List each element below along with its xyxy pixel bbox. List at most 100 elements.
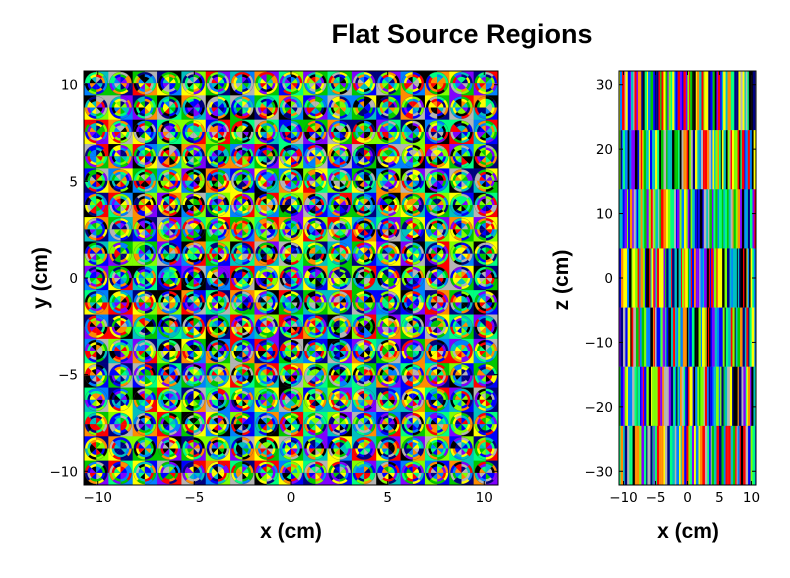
fuel-sector (96, 76, 101, 84)
pin-cell (254, 71, 280, 96)
fuel-sector (335, 156, 340, 163)
fuel-sector (211, 156, 218, 161)
fuel-sector (187, 151, 194, 157)
pin-cell (157, 168, 182, 193)
fuel-sector (339, 83, 345, 90)
pin-cell (132, 71, 158, 96)
fuel-sector (116, 83, 121, 90)
fuel-sector (339, 78, 347, 84)
fuel-sector (235, 83, 243, 88)
fuel-sector (406, 78, 413, 84)
fuel-sector (461, 127, 468, 132)
pin-outline (84, 71, 108, 95)
pin-cell (181, 95, 206, 120)
fuel-sector (242, 156, 247, 163)
pin-cell (376, 265, 401, 291)
fuel-sector (412, 151, 420, 157)
pin-outline (376, 120, 400, 144)
fuel-sector (339, 131, 347, 137)
fuel-sector (164, 125, 170, 132)
fuel-sector (359, 131, 365, 139)
fuel-sector (284, 107, 291, 113)
pin-outline (474, 144, 498, 168)
fuel-sector (388, 156, 395, 161)
fuel-sector (116, 76, 121, 84)
fuel-sector (96, 131, 103, 137)
fuel-sector (140, 101, 145, 108)
fuel-sector (169, 103, 176, 108)
fuel-sector (189, 83, 194, 90)
pin-outline (157, 71, 181, 95)
fuel-sector (187, 156, 194, 161)
fuel-sector (408, 156, 413, 163)
pin-cell (157, 192, 182, 218)
fuel-sector (120, 131, 126, 139)
pin-outline (328, 71, 352, 95)
fuel-sector (164, 149, 170, 157)
fuel-sector (408, 83, 413, 90)
fuel-sector (357, 83, 365, 88)
fuel-sector (291, 125, 296, 132)
fuel-sector (120, 180, 126, 187)
fuel-sector (140, 125, 145, 132)
pin-cell (254, 192, 280, 218)
fuel-sector (364, 78, 371, 84)
pin-cell (108, 241, 133, 267)
fuel-sector (164, 174, 170, 181)
pin-outline (255, 120, 279, 144)
fuel-sector (140, 83, 145, 90)
pin-cell (254, 119, 280, 145)
pin-outline (425, 120, 449, 144)
fuel-sector (364, 156, 369, 163)
fuel-sector (91, 156, 97, 163)
fuel-sector (138, 127, 145, 132)
fuel-sector (120, 131, 127, 137)
fuel-sector (169, 83, 176, 88)
fuel-sector (333, 103, 340, 108)
fuel-sector (213, 76, 218, 84)
fuel-sector (187, 176, 194, 181)
fuel-sector (437, 131, 442, 139)
fuel-sector (260, 78, 267, 84)
pin-cell (230, 290, 255, 315)
fuel-sector (266, 131, 273, 137)
fuel-sector (461, 107, 468, 113)
pin-cell (157, 95, 182, 120)
pin-cell (303, 168, 328, 193)
fuel-sector (217, 101, 223, 108)
fuel-sector (485, 156, 493, 161)
pin-outline (303, 120, 327, 144)
fuel-sector (291, 103, 298, 108)
fuel-sector (382, 131, 389, 137)
fuel-sector (211, 151, 218, 157)
pin-cell (473, 144, 498, 169)
fuel-sector (412, 83, 420, 88)
pin-cell (473, 119, 498, 145)
pin-cell (84, 192, 109, 218)
fuel-sector (140, 149, 145, 157)
fuel-sector (189, 149, 194, 157)
fuel-sector (485, 107, 491, 114)
fuel-sector (235, 176, 243, 181)
fuel-sector (364, 83, 371, 88)
fuel-sector (235, 103, 243, 108)
fuel-sector (286, 107, 291, 114)
fuel-sector (359, 149, 365, 157)
pin-cell (132, 241, 158, 267)
pin-outline (279, 96, 303, 119)
fuel-sector (309, 83, 316, 88)
pin-outline (303, 144, 327, 168)
pin-outline (255, 71, 279, 95)
fuel-sector (217, 83, 223, 90)
fuel-sector (406, 83, 413, 88)
fuel-sector (291, 156, 298, 161)
fuel-sector (138, 78, 145, 84)
fuel-sector (266, 101, 272, 108)
fuel-sector (485, 101, 491, 108)
fuel-sector (485, 156, 491, 163)
fuel-sector (291, 76, 296, 84)
pin-cell (351, 265, 377, 291)
fuel-sector (310, 83, 316, 90)
pin-cell (303, 217, 328, 242)
fuel-sector (242, 180, 249, 186)
